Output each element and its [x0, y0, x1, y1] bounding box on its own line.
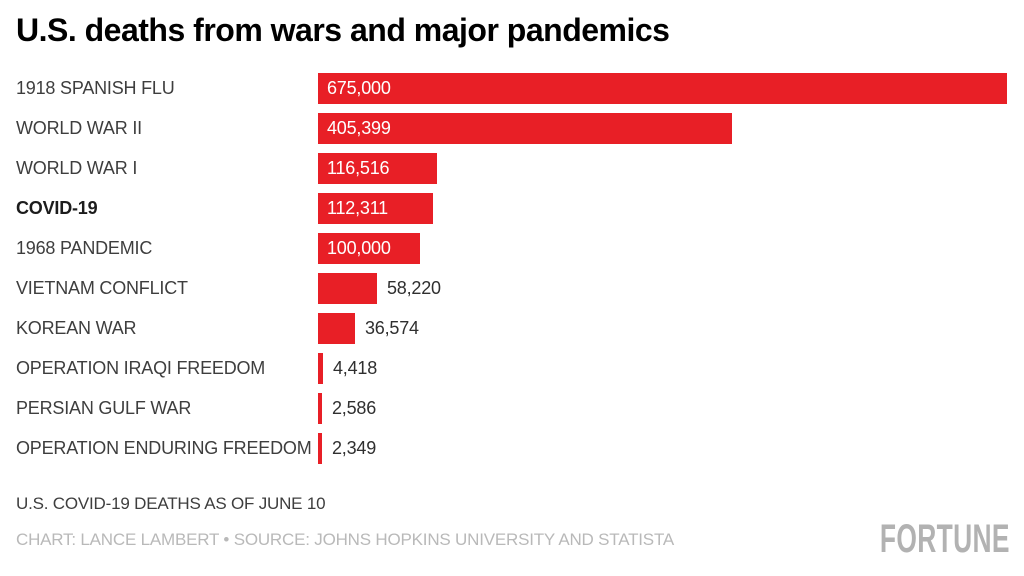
- bar-value-outside: 4,418: [333, 358, 378, 378]
- bar: 116,516: [318, 153, 437, 184]
- bar-row: OPERATION ENDURING FREEDOM 2,349: [16, 433, 1007, 464]
- bar-value-outside: 58,220: [387, 278, 441, 298]
- bar-track: 4,418: [318, 353, 1007, 384]
- bar: 112,311: [318, 193, 433, 224]
- bar: [318, 433, 322, 464]
- bar-label: WORLD WAR II: [16, 118, 142, 138]
- bar-value-outside: 2,349: [332, 438, 377, 458]
- bar-label: OPERATION ENDURING FREEDOM: [16, 438, 312, 458]
- bar-track: 2,349: [318, 433, 1007, 464]
- bar-value-inside: 405,399: [327, 118, 391, 138]
- bar: 100,000: [318, 233, 420, 264]
- bar-label: OPERATION IRAQI FREEDOM: [16, 358, 266, 378]
- bar-track: 2,586: [318, 393, 1007, 424]
- bar-value-outside: 36,574: [365, 318, 419, 338]
- bar-label: 1918 SPANISH FLU: [16, 78, 175, 98]
- bar-value-inside: 112,311: [327, 198, 388, 218]
- bar: [318, 353, 323, 384]
- bar-value-inside: 100,000: [327, 238, 391, 258]
- bar-track: 58,220: [318, 273, 1007, 304]
- bar: [318, 273, 377, 304]
- bar-label: WORLD WAR I: [16, 158, 138, 178]
- bar-row: KOREAN WAR 36,574: [16, 313, 1007, 344]
- bar-row: PERSIAN GULF WAR 2,586: [16, 393, 1007, 424]
- bar-value-inside: 675,000: [327, 78, 391, 98]
- bar-label: PERSIAN GULF WAR: [16, 398, 192, 418]
- bar-row: 1968 PANDEMIC 100,000: [16, 233, 1007, 264]
- bar-track: 675,000: [318, 73, 1007, 104]
- bar-value-outside: 2,586: [332, 398, 377, 418]
- bar-row: VIETNAM CONFLICT 58,220: [16, 273, 1007, 304]
- bar-row: WORLD WAR II 405,399: [16, 113, 1007, 144]
- bar-label: KOREAN WAR: [16, 318, 137, 338]
- bar-row: 1918 SPANISH FLU 675,000: [16, 73, 1007, 104]
- bar-row: OPERATION IRAQI FREEDOM 4,418: [16, 353, 1007, 384]
- fortune-logo: FORTUNE: [880, 517, 1010, 561]
- chart-footnote: U.S. COVID-19 DEATHS AS OF JUNE 10: [16, 494, 326, 513]
- bar-row: COVID-19 112,311: [16, 193, 1007, 224]
- bar-track: 36,574: [318, 313, 1007, 344]
- bar-chart: 1918 SPANISH FLU 675,000 WORLD WAR II 40…: [16, 73, 1007, 473]
- bar-track: 112,311: [318, 193, 1007, 224]
- bar: 405,399: [318, 113, 732, 144]
- chart-credit: CHART: LANCE LAMBERT • SOURCE: JOHNS HOP…: [16, 530, 675, 549]
- bar-label: 1968 PANDEMIC: [16, 238, 153, 258]
- bar: 675,000: [318, 73, 1007, 104]
- bar-label: VIETNAM CONFLICT: [16, 278, 188, 298]
- bar: [318, 393, 322, 424]
- chart-title: U.S. deaths from wars and major pandemic…: [16, 12, 670, 48]
- bar-value-inside: 116,516: [327, 158, 390, 178]
- bar-track: 100,000: [318, 233, 1007, 264]
- bar: [318, 313, 355, 344]
- bar-track: 405,399: [318, 113, 1007, 144]
- bar-track: 116,516: [318, 153, 1007, 184]
- bar-label: COVID-19: [16, 198, 98, 218]
- bar-row: WORLD WAR I 116,516: [16, 153, 1007, 184]
